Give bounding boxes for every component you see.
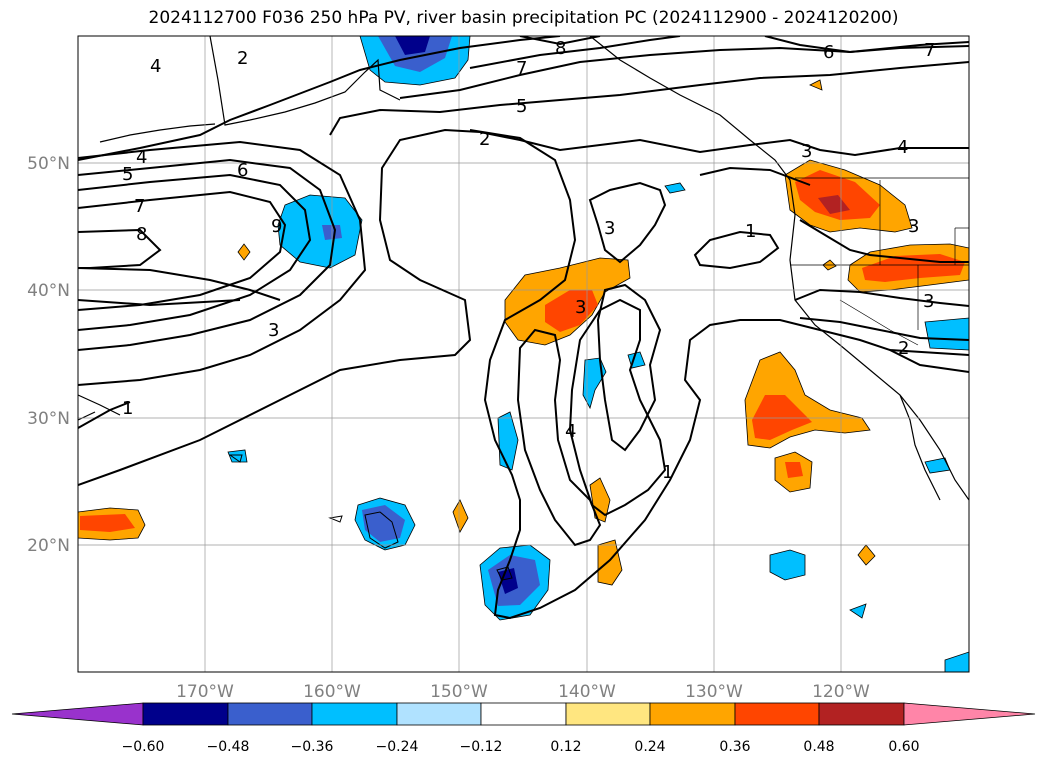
colorbar-extend-high [903,702,1036,726]
colorbar-tick-label: 0.48 [803,739,834,755]
lon-axis-labels: 170°W 160°W 150°W 140°W 130°W 120°W [176,682,870,702]
contour-label: 6 [823,42,834,63]
contour-label: 3 [908,216,919,237]
colorbar-extend-low [11,702,144,726]
positive-pc-blob [857,544,876,566]
state-borders [790,177,969,346]
contour-label: 7 [134,196,145,217]
precip-pc-shading [78,36,969,672]
negative-pc-blob [498,568,518,594]
lon-tick-label: 120°W [812,682,870,702]
contour-label: 5 [516,96,527,117]
positive-pc-blob [809,79,823,91]
contour-label: 2 [479,129,490,150]
negative-pc-blob [664,182,686,194]
negative-pc-blob [849,603,867,619]
colorbar-segment [480,702,567,726]
lat-tick-label: 20°N [27,536,70,556]
contour-label: 1 [745,221,756,242]
map-title: 2024112700 F036 250 hPa PV, river basin … [148,8,899,28]
positive-pc-blob [818,195,850,214]
colorbar-tick-label: 0.36 [719,739,750,755]
contour-label: 6 [237,160,248,181]
negative-pc-blob [395,36,430,55]
contour-label: 7 [516,58,527,79]
graticule [78,36,969,672]
negative-pc-blob [769,549,806,581]
positive-pc-blob [237,243,251,261]
contour-label: 2 [898,338,909,359]
colorbar-tick-label: 0.12 [550,739,581,755]
positive-pc-blob [80,514,135,532]
lat-tick-label: 30°N [27,409,70,429]
negative-pc-blob [277,194,363,269]
lon-tick-label: 150°W [430,682,488,702]
contour-label: 8 [136,224,147,245]
positive-pc-blob [597,539,623,586]
contour-label: 4 [565,421,576,442]
colorbar-tick-label: −0.36 [291,739,334,755]
negative-pc-blob [924,317,969,351]
colorbar-segment [734,702,820,726]
colorbar-segment [227,702,313,726]
negative-pc-blob [227,449,248,463]
contour-label: 4 [136,147,147,168]
colorbar-segment [565,702,651,726]
positive-pc-blob [545,290,598,332]
colorbar-segment [142,702,229,726]
contour-label: 3 [923,291,934,312]
colorbar-tick-label: −0.60 [122,739,165,755]
contour-label: 3 [801,141,812,162]
pv-contour-labels: 4 2 8 7 6 7 5 2 4 5 6 7 8 9 3 3 1 3 4 3 … [122,38,935,483]
colorbar-segment [818,702,905,726]
contour-label: 9 [271,216,282,237]
positive-pc-blob [452,499,469,533]
contour-label: 2 [237,48,248,69]
lon-tick-label: 170°W [176,682,234,702]
contour-label: 3 [575,297,586,318]
lat-tick-label: 40°N [27,281,70,301]
positive-pc-blob [785,462,803,478]
colorbar [11,702,1036,726]
colorbar-tick-label: 0.60 [888,739,919,755]
contour-label: 4 [150,56,161,77]
contour-label: 7 [924,40,935,61]
contour-label: 3 [604,218,615,239]
lon-tick-label: 160°W [303,682,361,702]
colorbar-segment [649,702,736,726]
coastlines [78,36,969,501]
map-frame [77,35,970,673]
lon-tick-label: 130°W [685,682,743,702]
contour-label: 4 [897,137,908,158]
islands [228,454,513,581]
contour-label: 1 [662,462,673,483]
lat-tick-label: 50°N [27,154,70,174]
negative-pc-blob [944,651,969,672]
lon-tick-label: 140°W [558,682,616,702]
colorbar-labels: −0.60 −0.48 −0.36 −0.24 −0.12 0.12 0.24 … [122,739,920,755]
contour-label: 3 [268,320,279,341]
pv-contours [78,36,969,620]
negative-pc-blob [362,505,405,542]
colorbar-tick-label: 0.24 [634,739,665,755]
colorbar-tick-label: −0.12 [460,739,503,755]
colorbar-tick-label: −0.24 [376,739,419,755]
contour-label: 1 [122,398,133,419]
contour-label: 8 [555,38,566,59]
colorbar-segment [311,702,398,726]
colorbar-segment [396,702,482,726]
negative-pc-blob [378,36,452,72]
positive-pc-blob [752,395,812,440]
lat-axis-labels: 20°N 30°N 40°N 50°N [27,154,70,556]
colorbar-tick-label: −0.48 [207,739,250,755]
contour-label: 5 [122,164,133,185]
positive-pc-blob [795,170,880,220]
